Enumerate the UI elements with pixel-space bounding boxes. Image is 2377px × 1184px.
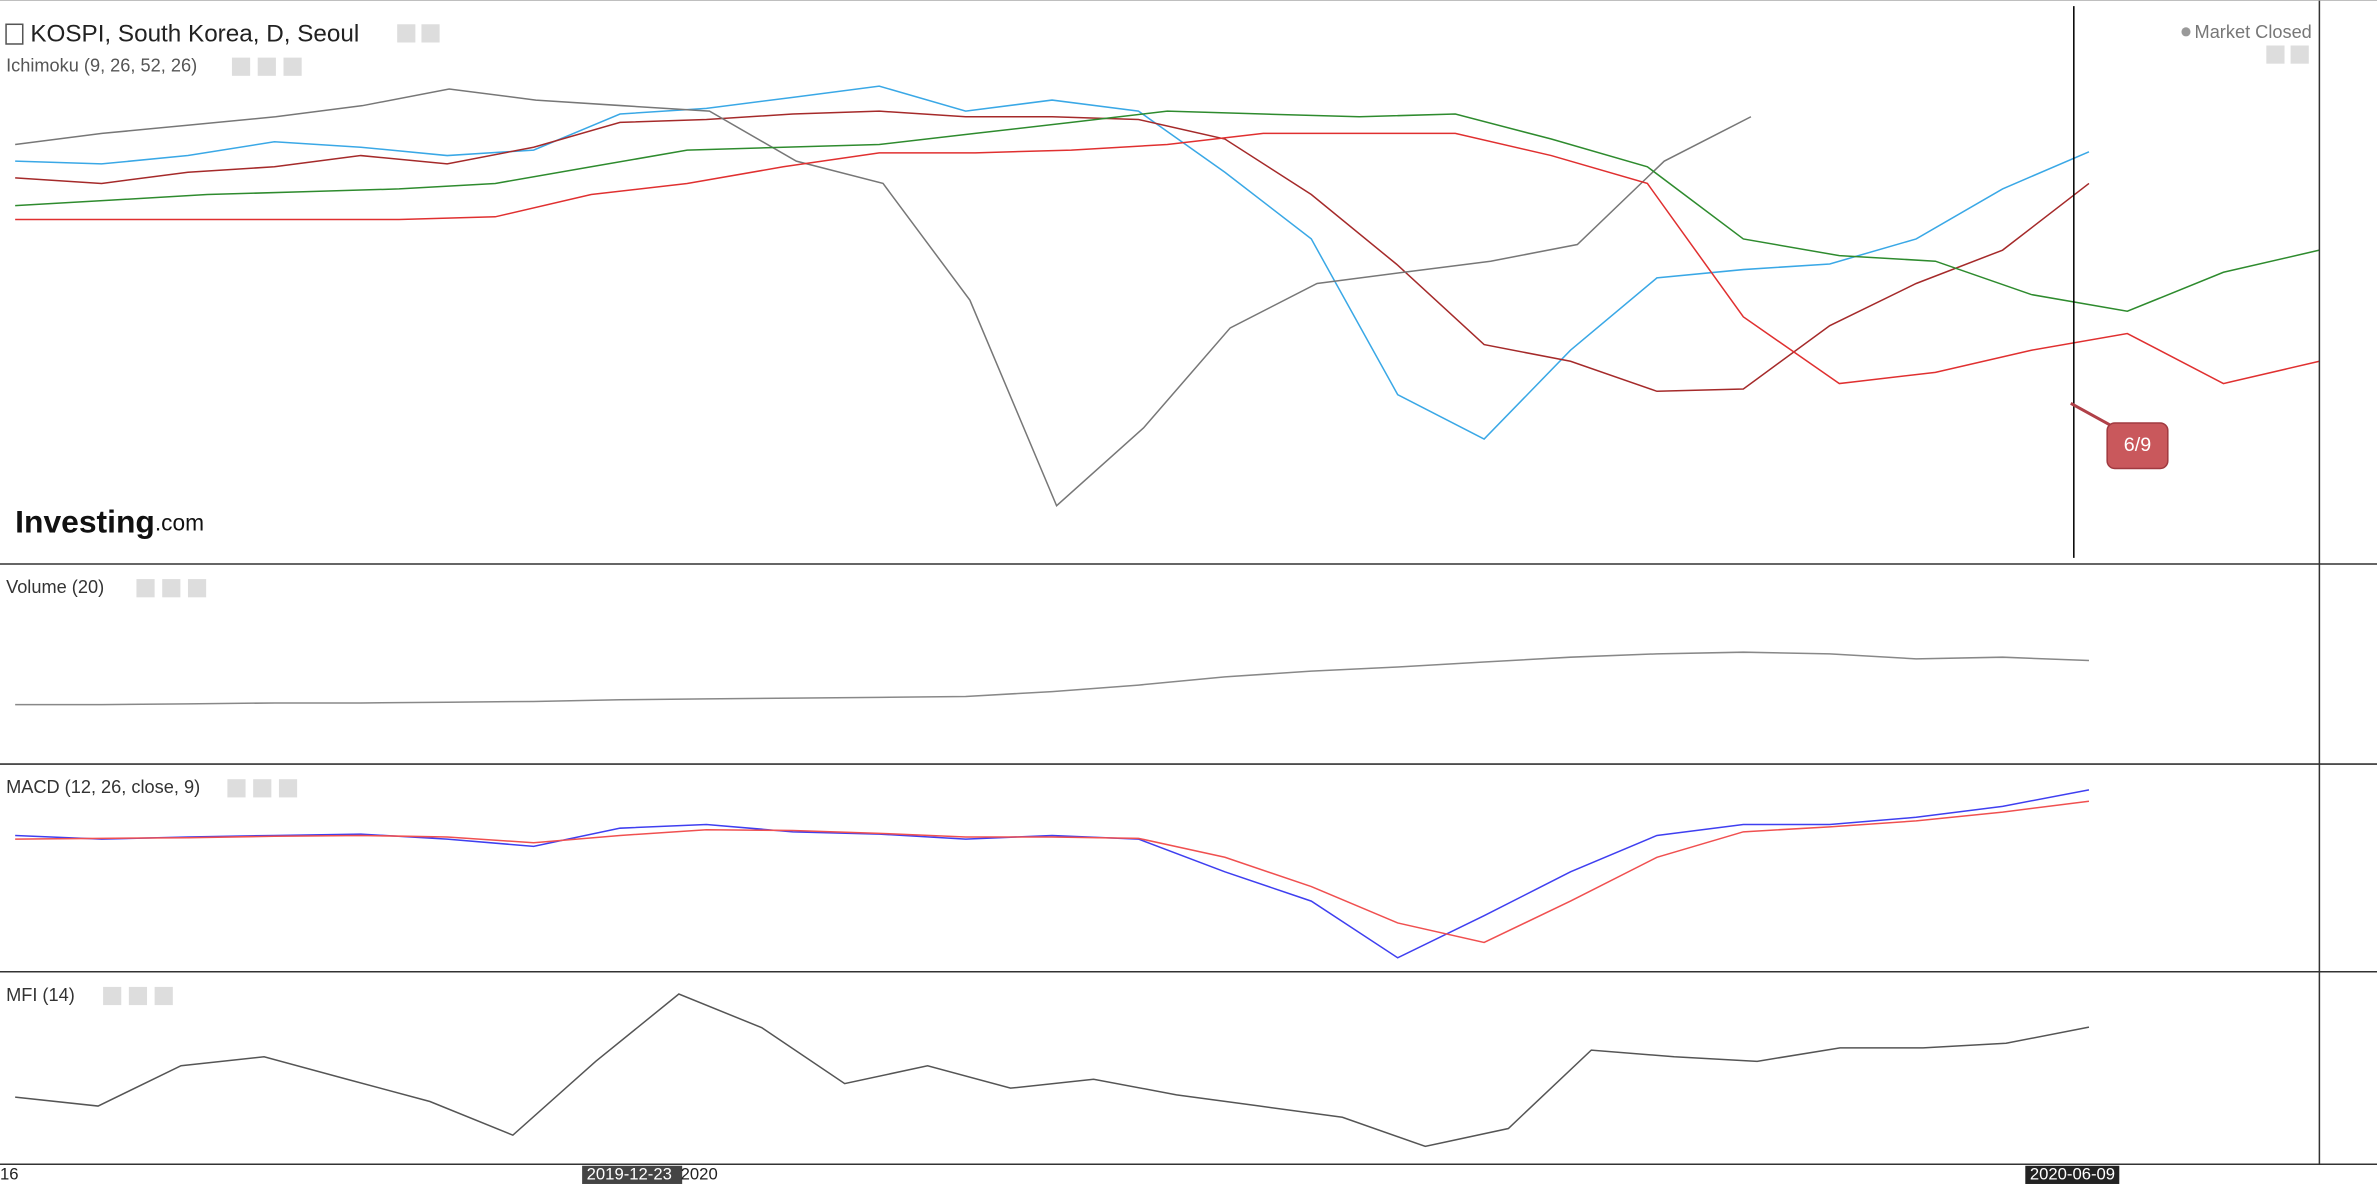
icon[interactable]	[2290, 45, 2309, 64]
icon[interactable]	[154, 986, 173, 1006]
indicator-line	[15, 110, 2320, 313]
logo-text: Investing	[15, 504, 155, 540]
x-tick-label: 2020	[681, 1164, 718, 1183]
icon[interactable]	[136, 579, 155, 598]
x-tick-label: 2020-06-09	[2030, 1164, 2115, 1183]
logo: Investing.com	[15, 504, 204, 540]
icon[interactable]	[2266, 45, 2285, 64]
annotation: 6/9	[2124, 434, 2151, 456]
indicator-line	[15, 88, 1752, 508]
marks	[15, 85, 2320, 1148]
annotation-box[interactable]	[2106, 422, 2169, 470]
market-status: Market Closed	[2195, 22, 2312, 42]
annotation-pointer	[2070, 401, 2116, 429]
icon[interactable]	[162, 579, 181, 598]
indicator-line	[15, 85, 2090, 440]
icon[interactable]	[283, 57, 302, 76]
series-line	[15, 789, 2090, 959]
icon[interactable]	[227, 779, 246, 798]
icon[interactable]	[187, 579, 207, 598]
series-line	[15, 800, 2090, 944]
icon[interactable]	[421, 24, 440, 43]
macd-title: MACD (12, 26, close, 9)	[6, 777, 200, 797]
crosshair-date-box	[582, 1165, 683, 1184]
indicator-line	[15, 132, 2320, 385]
status-dot	[2181, 27, 2191, 37]
mfi-title: MFI (14)	[6, 985, 75, 1005]
icon[interactable]	[278, 779, 298, 798]
indicator-line	[15, 110, 2090, 393]
volume-title: Volume (20)	[6, 577, 104, 597]
crosshair-date-box	[2025, 1165, 2120, 1184]
volume-ma	[15, 651, 2089, 706]
labels: KOSPI, South Korea, D, Seoul Ichimoku (9…	[0, 20, 2312, 1184]
icon[interactable]	[128, 986, 148, 1006]
x-tick-label: 2019-12-23	[587, 1164, 672, 1183]
indicator-title: Ichimoku (9, 26, 52, 26)	[6, 56, 197, 76]
collapse-icon[interactable]	[5, 23, 24, 45]
icon[interactable]	[257, 57, 276, 76]
logo-suffix: .com	[155, 510, 204, 536]
icon[interactable]	[231, 57, 251, 76]
x-tick-label: 16	[0, 1164, 19, 1183]
icon[interactable]	[253, 779, 272, 798]
icon[interactable]	[103, 986, 122, 1006]
series-line	[15, 993, 2090, 1148]
icon[interactable]	[397, 24, 416, 43]
chart-title: KOSPI, South Korea, D, Seoul	[30, 20, 359, 47]
